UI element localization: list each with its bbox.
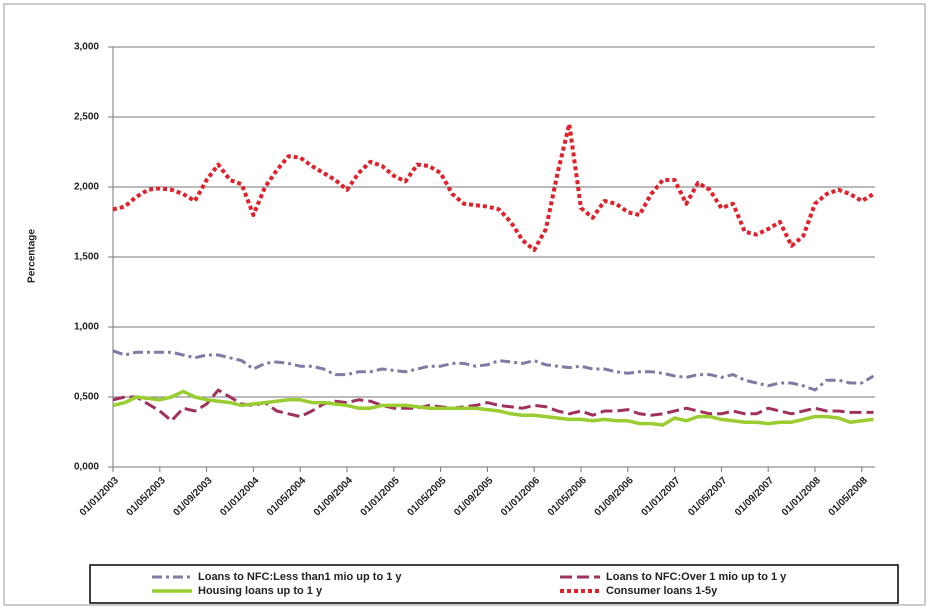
y-tick-label: 1,000 bbox=[74, 322, 99, 333]
y-tick-label: 2,500 bbox=[74, 112, 99, 123]
legend-box bbox=[89, 564, 899, 604]
series-line bbox=[112, 389, 874, 427]
legend-label: Loans to NFC:Over 1 mio up to 1 y bbox=[606, 571, 787, 583]
y-tick-label: 0,500 bbox=[74, 392, 99, 403]
y-tick-label: 0,000 bbox=[74, 462, 99, 473]
legend-label: Consumer loans 1-5y bbox=[606, 585, 718, 597]
series-line bbox=[112, 388, 874, 423]
chart-frame bbox=[3, 3, 926, 606]
series-line bbox=[112, 122, 875, 252]
series-line bbox=[112, 349, 875, 392]
y-tick-label: 3,000 bbox=[74, 42, 99, 53]
y-axis-label: Percentage bbox=[27, 229, 38, 283]
legend-label: Loans to NFC:Less than1 mio up to 1 y bbox=[198, 571, 402, 583]
y-tick-label: 2,000 bbox=[74, 182, 99, 193]
legend-label: Housing loans up to 1 y bbox=[198, 585, 323, 597]
y-tick-label: 1,500 bbox=[74, 252, 99, 263]
